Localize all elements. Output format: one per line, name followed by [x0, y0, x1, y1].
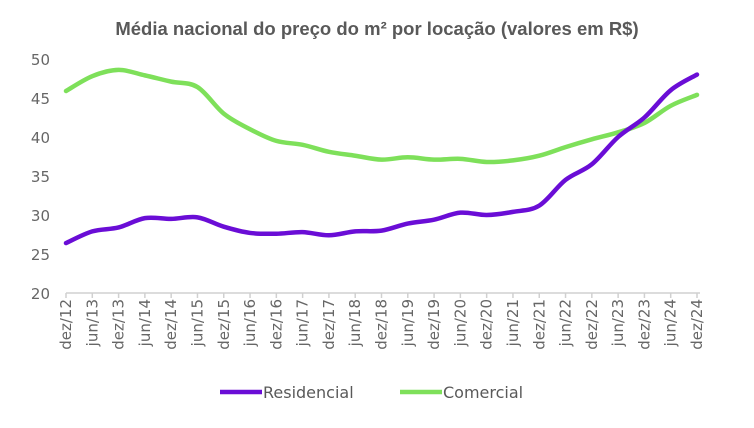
x-tick-label: jun/20: [451, 299, 469, 347]
x-tick-label: jun/13: [83, 299, 101, 347]
x-tick-label: jun/23: [609, 299, 627, 347]
x-tick-label: dez/17: [320, 299, 338, 350]
x-tick-label: dez/23: [635, 299, 653, 350]
x-tick-label: jun/16: [241, 299, 259, 347]
x-tick-label: dez/19: [425, 299, 443, 350]
series-line-residencial: [63, 72, 700, 246]
y-tick-label: 35: [31, 168, 50, 186]
x-tick-label: jun/15: [188, 299, 206, 347]
y-tick-label: 30: [31, 207, 50, 225]
x-tick-label: jun/18: [346, 299, 364, 347]
x-tick-label: dez/14: [162, 299, 180, 350]
x-tick-label: jun/21: [504, 299, 522, 347]
x-tick-label: dez/20: [478, 299, 496, 350]
x-tick-label: jun/22: [557, 299, 575, 347]
x-tick-label: jun/14: [136, 299, 154, 347]
x-tick-label: dez/22: [583, 299, 601, 350]
x-tick-label: jun/19: [399, 299, 417, 347]
legend-label-residencial: Residencial: [263, 383, 354, 402]
y-tick-label: 40: [31, 129, 50, 147]
x-tick-label: jun/24: [662, 299, 680, 347]
y-tick-label: 20: [31, 285, 50, 303]
x-tick-label: dez/12: [57, 299, 75, 350]
x-tick-label: dez/16: [267, 299, 285, 350]
x-tick-label: jun/17: [294, 299, 312, 347]
x-tick-label: dez/13: [110, 299, 128, 350]
y-tick-label: 45: [31, 90, 50, 108]
series-line-comercial: [63, 67, 700, 165]
y-tick-label: 50: [31, 51, 50, 69]
legend-label-comercial: Comercial: [443, 383, 523, 402]
chart-title: Média nacional do preço do m² por locaçã…: [115, 18, 639, 39]
y-tick-label: 25: [31, 246, 50, 264]
x-tick-label: dez/24: [688, 299, 706, 350]
x-tick-label: dez/15: [215, 299, 233, 350]
x-tick-label: dez/21: [530, 299, 548, 350]
x-tick-label: dez/18: [373, 299, 391, 350]
